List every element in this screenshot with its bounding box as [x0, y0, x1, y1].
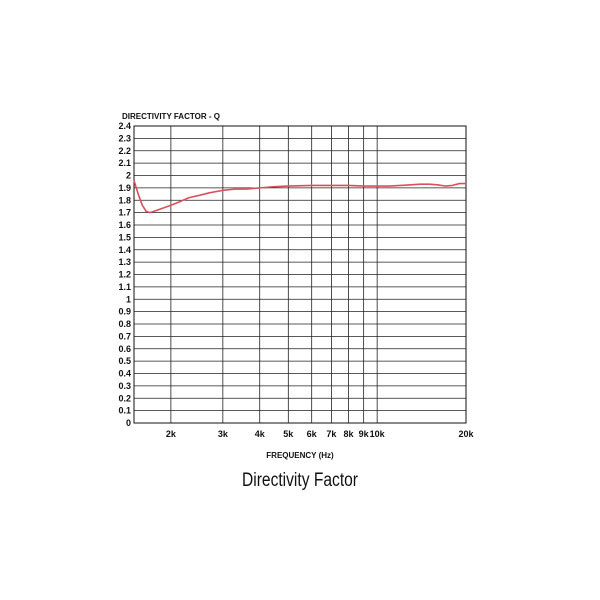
y-tick-label: 1.1 — [118, 282, 131, 292]
y-tick-label: 2 — [126, 171, 131, 181]
y-tick-label: 1.7 — [118, 208, 131, 218]
y-tick-label: 0.8 — [118, 319, 131, 329]
x-tick-label: 8k — [344, 429, 355, 439]
y-tick-label: 1 — [126, 294, 131, 304]
x-tick-label: 7k — [326, 429, 337, 439]
x-axis-label: FREQUENCY (Hz) — [266, 451, 334, 460]
x-tick-label: 9k — [359, 429, 370, 439]
y-tick-label: 0.2 — [118, 393, 131, 403]
plot-frame — [133, 125, 467, 424]
y-tick-label: 1.2 — [118, 270, 131, 280]
x-tick-label: 10k — [370, 429, 386, 439]
x-tick-label: 6k — [307, 429, 318, 439]
y-tick-label: 2.4 — [118, 121, 131, 131]
chart-caption: Directivity Factor — [241, 470, 359, 491]
y-tick-label: 1.3 — [118, 257, 131, 267]
y-tick-label: 0.4 — [118, 369, 131, 379]
y-tick-label: 2.2 — [118, 146, 131, 156]
x-tick-label: 3k — [218, 429, 229, 439]
y-tick-label: 0.3 — [118, 381, 131, 391]
y-tick-label: 0.1 — [118, 406, 131, 416]
x-tick-label: 2k — [166, 429, 177, 439]
y-tick-label: 2.1 — [118, 158, 131, 168]
x-tick-label: 4k — [255, 429, 266, 439]
directivity-curve — [133, 180, 466, 214]
y-tick-label: 2.3 — [118, 133, 131, 143]
y-tick-label: 0.7 — [118, 331, 131, 341]
y-tick-label: 1.4 — [118, 245, 131, 255]
y-tick-label: 1.9 — [118, 183, 131, 193]
x-tick-label: 5k — [283, 429, 294, 439]
y-tick-label: 0 — [126, 418, 131, 428]
y-tick-label: 1.8 — [118, 195, 131, 205]
y-tick-label: 0.6 — [118, 344, 131, 354]
y-axis-label: DIRECTIVITY FACTOR - Q — [122, 112, 220, 121]
y-tick-label: 1.6 — [118, 220, 131, 230]
y-tick-label: 0.5 — [118, 356, 131, 366]
x-tick-label: 20k — [458, 429, 474, 439]
series-layer — [133, 180, 466, 214]
y-tick-labels: 0 0.1 0.2 0.3 0.4 0.5 0.6 0.7 0.8 0.9 1 1.1 1.2 1.3 1.… — [118, 121, 131, 428]
x-tick-labels: 2k 3k 4k 5k 6k 7k 8k 9k 10k 20k — [166, 429, 475, 439]
y-tick-label: 0.9 — [118, 307, 131, 317]
grid — [134, 125, 466, 424]
y-tick-label: 1.5 — [118, 232, 131, 242]
